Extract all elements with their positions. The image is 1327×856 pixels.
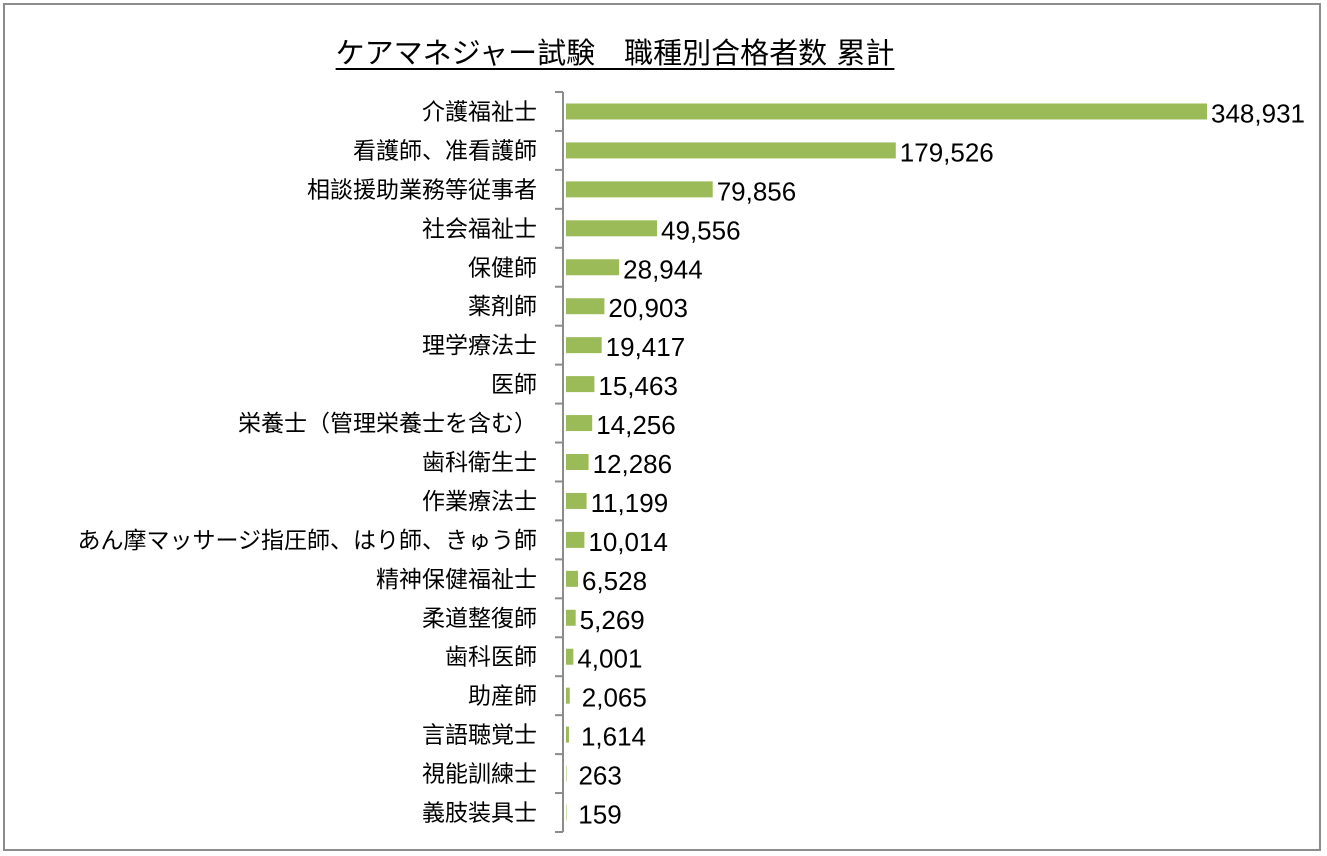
category-label: 精神保健福祉士	[376, 567, 537, 593]
bar	[566, 531, 585, 548]
bar	[566, 687, 570, 704]
bar	[566, 103, 1207, 120]
data-label: 348,931	[1211, 98, 1305, 128]
bar	[566, 648, 574, 665]
bar	[566, 259, 620, 276]
data-label: 12,286	[593, 449, 673, 479]
bar	[566, 804, 567, 821]
data-label: 263	[578, 761, 621, 791]
data-label: 49,556	[661, 215, 741, 245]
data-label: 10,014	[588, 527, 668, 557]
category-label: 介護福祉士	[422, 99, 537, 125]
bar	[566, 298, 605, 315]
data-label: 15,463	[598, 371, 678, 401]
data-label: 20,903	[608, 293, 688, 323]
category-label: 助産師	[468, 684, 537, 710]
bar	[566, 609, 576, 626]
category-label: あん摩マッサージ指圧師、はり師、きゅう師	[77, 528, 537, 554]
chart-frame	[3, 3, 1321, 851]
category-label: 歯科医師	[445, 645, 537, 671]
category-label: 理学療法士	[422, 333, 537, 359]
category-label: 柔道整復師	[422, 606, 537, 632]
category-label: 社会福祉士	[422, 216, 537, 242]
category-label: 保健師	[468, 255, 537, 281]
category-label: 視能訓練士	[422, 762, 537, 788]
category-label: 医師	[491, 372, 537, 398]
category-label: 義肢装具士	[422, 801, 537, 827]
data-label: 14,256	[596, 410, 676, 440]
bar	[566, 726, 569, 743]
bar	[566, 570, 578, 587]
data-label: 179,526	[900, 137, 994, 167]
category-label: 相談援助業務等従事者	[307, 177, 537, 203]
bar	[566, 376, 595, 393]
chart-title-text: ケアマネジャー試験 職種別合格者数 累計	[335, 36, 895, 70]
category-label: 看護師、准看護師	[353, 138, 537, 164]
data-label: 28,944	[623, 254, 703, 284]
category-label: 栄養士（管理栄養士を含む）	[238, 411, 537, 437]
bar	[566, 765, 567, 782]
data-label: 79,856	[717, 176, 797, 206]
category-label: 歯科衛生士	[422, 450, 537, 476]
category-label: 薬剤師	[468, 294, 537, 320]
chart-title: ケアマネジャー試験 職種別合格者数 累計	[0, 30, 1230, 72]
bar	[566, 181, 713, 198]
bar	[566, 142, 896, 159]
data-label: 2,065	[582, 683, 647, 713]
data-label: 6,528	[582, 566, 647, 596]
data-label: 159	[578, 800, 621, 830]
data-label: 1,614	[581, 722, 646, 752]
category-label: 言語聴覚士	[422, 723, 537, 749]
data-label: 11,199	[591, 488, 669, 518]
data-label: 5,269	[580, 605, 645, 635]
bar	[566, 454, 589, 470]
bar	[566, 220, 658, 237]
bar	[566, 492, 587, 509]
bar	[566, 415, 593, 432]
data-label: 19,417	[606, 332, 686, 362]
bar	[566, 337, 602, 354]
data-label: 4,001	[577, 644, 642, 674]
category-label: 作業療法士	[422, 489, 537, 515]
